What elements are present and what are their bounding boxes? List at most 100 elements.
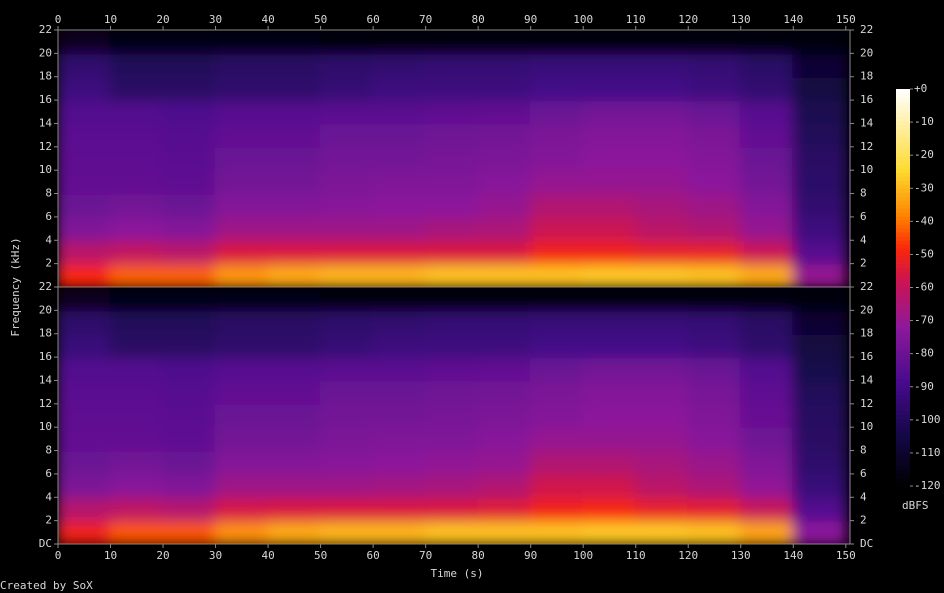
colorbar-swatch — [896, 366, 910, 372]
spectrogram-cell — [214, 309, 270, 335]
colorbar-swatch — [896, 450, 910, 455]
colorbar-swatch — [896, 247, 910, 253]
spectrogram-cell — [634, 287, 690, 312]
spectrogram-cell — [739, 379, 795, 405]
spectrogram-cell — [477, 426, 532, 452]
colorbar-swatch — [896, 474, 910, 479]
spectrogram-cell — [372, 122, 427, 148]
spectrogram-cell — [477, 52, 532, 78]
spectrogram-cell — [372, 496, 427, 522]
spectrogram-cell — [372, 519, 427, 544]
spectrogram-cell — [582, 402, 637, 429]
spectrogram-cell — [634, 332, 690, 359]
spectrogram-cell — [529, 287, 585, 312]
spectrogram-cell — [372, 99, 427, 125]
y-tick-label-right: 16 — [860, 350, 873, 363]
spectrogram-cell — [687, 356, 742, 382]
x-tick-label-top: 140 — [783, 13, 803, 26]
spectrogram-cell — [267, 145, 322, 172]
x-tick-label: 20 — [156, 549, 169, 562]
colorbar-swatch — [896, 164, 910, 169]
spectrogram-cell — [687, 379, 742, 405]
spectrogram-cell — [109, 239, 165, 265]
spectrogram-cell — [792, 169, 847, 195]
spectrogram-cell — [529, 145, 585, 172]
y-tick-label: 6 — [45, 210, 52, 223]
spectrogram-cell — [109, 122, 165, 148]
spectrogram-cell — [109, 379, 165, 405]
colorbar-swatch — [896, 354, 910, 360]
y-tick-label-right: 8 — [860, 444, 867, 457]
colorbar-swatch — [896, 128, 910, 134]
colorbar-swatch — [896, 204, 910, 209]
spectrogram-cell — [424, 52, 480, 78]
spectrogram-cell — [529, 192, 585, 218]
spectrogram-cell — [739, 215, 795, 242]
colorbar-swatch — [896, 267, 910, 273]
colorbar-swatch — [896, 96, 910, 102]
colorbar-swatch — [896, 378, 910, 384]
colorbar-swatch — [896, 227, 910, 233]
colorbar-swatch — [896, 426, 910, 432]
colorbar-tick-label: -60 — [914, 281, 934, 294]
spectrogram-cell — [424, 309, 480, 335]
spectrogram-cell — [739, 30, 795, 55]
spectrogram-cell — [162, 402, 217, 429]
spectrogram-cell — [372, 287, 427, 312]
x-tick-label: 0 — [55, 549, 62, 562]
spectrogram-cell — [687, 30, 742, 55]
colorbar-swatch — [896, 251, 910, 257]
spectrogram-cell — [582, 192, 637, 218]
spectrogram-cell — [109, 215, 165, 242]
spectrogram-cell — [267, 332, 322, 359]
colorbar-swatch — [896, 89, 910, 94]
spectrogram-cell — [58, 356, 112, 382]
y-tick-label: 4 — [45, 233, 52, 246]
spectrogram-cell — [109, 426, 165, 452]
spectrogram-cell — [58, 75, 112, 102]
spectrogram-cell — [424, 30, 480, 55]
spectrogram-cell — [529, 169, 585, 195]
spectrogram-cell — [162, 215, 217, 242]
x-tick-label: 130 — [731, 549, 751, 562]
spectrogram-cell — [634, 239, 690, 265]
colorbar-label: dBFS — [902, 499, 929, 512]
spectrogram-cell — [634, 75, 690, 102]
spectrogram-cell — [214, 75, 270, 102]
spectrogram-cell — [529, 99, 585, 125]
spectrogram-cell — [582, 356, 637, 382]
spectrogram-cell — [634, 145, 690, 172]
spectrogram-cell — [529, 122, 585, 148]
spectrogram-cell — [109, 332, 165, 359]
spectrogram-cell — [319, 145, 375, 172]
spectrogram-cell — [424, 215, 480, 242]
spectrogram-cell — [58, 99, 112, 125]
spectrogram-cell — [687, 496, 742, 522]
x-tick-label: 120 — [678, 549, 698, 562]
spectrogram-cell — [739, 145, 795, 172]
colorbar-swatch — [896, 398, 910, 404]
spectrogram-cell — [529, 356, 585, 382]
spectrogram-cell — [58, 309, 112, 335]
spectrogram-cell — [267, 262, 322, 287]
colorbar-swatch — [896, 311, 910, 316]
spectrogram-cell — [267, 75, 322, 102]
y-tick-label-right: 8 — [860, 187, 867, 200]
colorbar-swatch — [896, 390, 910, 396]
spectrogram-cell — [162, 122, 217, 148]
spectrogram-cell — [792, 449, 847, 475]
x-tick-label-top: 120 — [678, 13, 698, 26]
colorbar-tick-label: -20 — [914, 148, 934, 161]
colorbar-swatch — [896, 382, 910, 388]
colorbar-swatch — [896, 351, 910, 356]
x-tick-label-top: 60 — [366, 13, 379, 26]
colorbar-swatch — [896, 92, 910, 98]
colorbar-tick-label: -40 — [914, 214, 934, 227]
spectrogram-cell — [582, 99, 637, 125]
spectrogram-cell — [319, 356, 375, 382]
spectrogram-cell — [267, 472, 322, 499]
spectrogram-cell — [582, 287, 637, 312]
spectrogram-cell — [792, 52, 847, 78]
spectrogram-cell — [687, 309, 742, 335]
y-tick-label-right: 18 — [860, 327, 873, 340]
